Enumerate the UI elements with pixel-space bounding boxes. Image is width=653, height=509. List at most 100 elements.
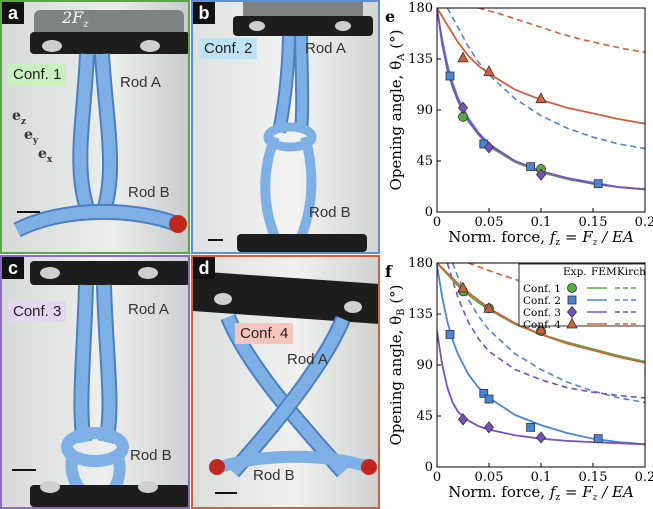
conf-tag: Conf. 2 xyxy=(199,38,258,59)
photo-panel-b: b Conf. 2 Rod A Rod B xyxy=(191,0,380,254)
y-tick-label: 45 xyxy=(416,154,433,169)
ex-text: e xyxy=(38,145,47,162)
legend-marker xyxy=(567,295,577,305)
axis-triad: ez ey ex xyxy=(12,108,53,167)
x-tick-label: 0.2 xyxy=(635,215,653,230)
force-text: 2F xyxy=(62,8,84,27)
fem-curve xyxy=(437,330,645,446)
ey-text: e xyxy=(24,126,33,143)
rod-a-label: Rod A xyxy=(128,301,169,318)
y-tick-label: 135 xyxy=(408,52,433,67)
y-tick-label: 135 xyxy=(408,307,433,322)
exp-data-point xyxy=(484,394,494,404)
y-axis-label: Opening angle, θA (°) xyxy=(387,30,407,191)
exp-data-point xyxy=(535,431,547,444)
exp-data-point xyxy=(457,281,469,293)
exp-data-point xyxy=(593,434,603,444)
exp-data-point xyxy=(483,141,495,154)
kirchhoff-curve xyxy=(478,8,645,53)
photo-a-drawing xyxy=(13,10,188,238)
photo-d-drawing xyxy=(193,271,378,494)
photo-b-drawing xyxy=(208,2,373,252)
x-tick-label: 0 xyxy=(433,470,441,485)
panel-letter: f xyxy=(385,262,393,281)
rod-b-label: Rod B xyxy=(253,467,295,484)
rod-a-label: Rod A xyxy=(287,351,328,368)
y-tick-label: 90 xyxy=(416,358,433,373)
photo-panel-a: a 2Fz Conf. 1 Rod A Rod B ez ey ex xyxy=(0,0,190,254)
rod-b-label: Rod B xyxy=(130,447,172,464)
photo-panel-c: c Conf. 3 Rod A Rod B xyxy=(0,255,190,509)
y-tick-label: 0 xyxy=(425,460,433,475)
axes-frame xyxy=(436,7,646,213)
axes-frame xyxy=(436,262,646,468)
panel-letter: e xyxy=(385,7,395,26)
y-tick-label: 180 xyxy=(408,1,433,16)
exp-data-point xyxy=(526,162,536,172)
x-tick-label: 0.1 xyxy=(531,215,552,230)
y-tick-label: 45 xyxy=(416,409,433,424)
x-axis-label: Norm. force, fz = Fz / EA xyxy=(448,228,634,248)
x-tick-label: 0.05 xyxy=(475,215,504,230)
x-tick-label: 0.1 xyxy=(531,470,552,485)
exp-data-point xyxy=(457,101,469,114)
legend-marker xyxy=(566,317,578,329)
force-label: 2Fz xyxy=(62,8,89,30)
legend-marker xyxy=(566,305,578,319)
ex-sub: x xyxy=(46,154,53,165)
legend-row-label: Conf. 2 xyxy=(523,295,561,307)
y-axis-label: Opening angle, θB (°) xyxy=(387,284,407,445)
chart-f: f 0 0.05 0.1 0.15 0.2 0 45 90 135 180 Norm. force, … xyxy=(385,256,653,503)
exp-data-point xyxy=(593,179,603,189)
x-tick-label: 0.15 xyxy=(579,215,608,230)
legend-header: FEM xyxy=(591,266,617,278)
exp-data-point xyxy=(535,168,547,181)
ex-label: ex xyxy=(12,145,53,167)
chart-e: e 0 0.05 0.1 0.15 0.2 0 45 90 135 180 Norm. force, … xyxy=(385,1,653,248)
exp-data-point xyxy=(535,92,547,104)
fem-curve xyxy=(437,8,645,125)
rod-b-label: Rod B xyxy=(309,204,351,221)
photo-panel-d: d Conf. 4 Rod A Rod B xyxy=(191,255,380,509)
ey-label: ey xyxy=(12,126,52,148)
exp-data-point xyxy=(483,421,495,434)
legend-row-label: Conf. 3 xyxy=(523,307,561,319)
exp-data-point xyxy=(479,388,489,398)
legend-row-label: Conf. 1 xyxy=(523,283,561,295)
exp-data-point xyxy=(483,65,495,76)
ez-text: e xyxy=(12,108,21,124)
kirchhoff-curve xyxy=(446,8,645,150)
exp-data-point xyxy=(457,413,469,426)
panel-letter: d xyxy=(193,257,215,279)
y-tick-label: 90 xyxy=(416,103,433,118)
legend-row-label: Conf. 4 xyxy=(523,319,561,331)
legend-box xyxy=(518,263,646,327)
ez-sub: z xyxy=(20,116,27,127)
kirchhoff-curve xyxy=(446,263,645,399)
x-tick-label: 0.2 xyxy=(635,470,653,485)
rod-b-label: Rod B xyxy=(128,184,170,201)
x-tick-label: 0.15 xyxy=(579,470,608,485)
exp-data-point xyxy=(526,422,536,432)
y-tick-label: 0 xyxy=(425,205,433,220)
ey-sub: y xyxy=(32,135,39,146)
legend-marker xyxy=(567,283,577,293)
fem-curve xyxy=(437,263,645,364)
conf-tag: Conf. 3 xyxy=(8,301,67,322)
force-sub: z xyxy=(83,19,89,31)
panel-letter: c xyxy=(2,257,24,279)
fem-curve xyxy=(437,263,645,363)
rod-a-label: Rod A xyxy=(305,40,346,57)
exp-data-point xyxy=(445,330,455,339)
x-tick-label: 0 xyxy=(433,215,441,230)
exp-data-point xyxy=(483,301,495,313)
ez-label: ez xyxy=(12,108,52,129)
x-axis-label: Norm. force, fz = Fz / EA xyxy=(448,483,634,503)
exp-data-point xyxy=(445,71,455,81)
exp-data-point xyxy=(457,51,469,63)
legend-header: Kirch xyxy=(617,266,646,278)
x-tick-label: 0.05 xyxy=(475,470,504,485)
legend-header: Exp. xyxy=(563,266,587,278)
photo-c-drawing xyxy=(12,261,188,507)
